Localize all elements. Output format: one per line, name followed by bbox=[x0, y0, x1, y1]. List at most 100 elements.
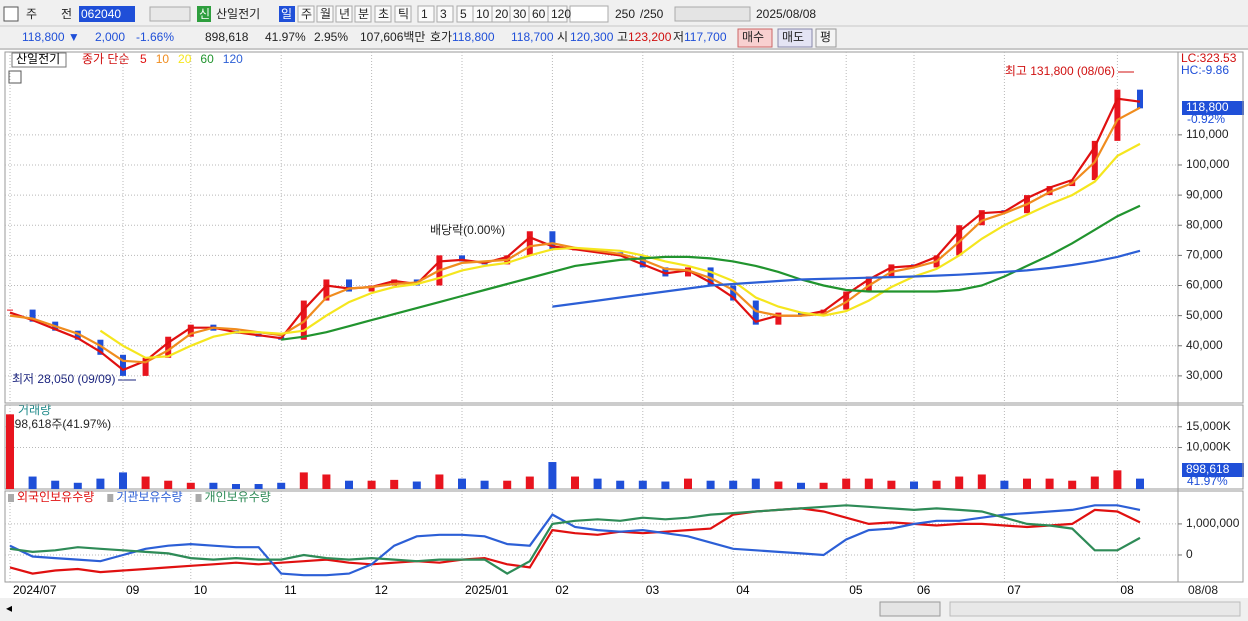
x-tick-label: 12 bbox=[375, 583, 389, 597]
candle bbox=[97, 339, 104, 355]
candle bbox=[120, 354, 126, 376]
series-line bbox=[9, 504, 1141, 577]
buy-button[interactable] bbox=[737, 28, 773, 48]
quote-item[interactable]: 매도 bbox=[782, 30, 804, 44]
panel-border bbox=[4, 490, 1244, 583]
toolbar-item[interactable]: 년 bbox=[339, 7, 350, 21]
volume-bar bbox=[390, 479, 399, 489]
lc-label: LC:323.53 bbox=[1181, 51, 1237, 65]
toolbar-item[interactable]: 3 bbox=[440, 7, 447, 21]
quote-item: 898,618 bbox=[205, 30, 249, 44]
sell-button[interactable] bbox=[777, 28, 813, 48]
volume-tag: 898,618 bbox=[1186, 462, 1230, 476]
volume-bar bbox=[412, 481, 421, 489]
candle bbox=[685, 267, 691, 277]
legend-entry: 60 bbox=[200, 52, 214, 66]
toolbar-button[interactable] bbox=[335, 5, 353, 23]
candle bbox=[978, 210, 985, 226]
panel-icon[interactable] bbox=[8, 70, 22, 84]
toolbar-item[interactable]: 250 bbox=[615, 7, 635, 21]
volume-bar bbox=[435, 474, 444, 489]
candle bbox=[1137, 89, 1143, 109]
toolbar-item[interactable]: 60 bbox=[532, 7, 546, 21]
candle bbox=[707, 267, 714, 286]
x-tick-label: 10 bbox=[194, 583, 208, 597]
tool-icons[interactable] bbox=[674, 6, 751, 22]
candle bbox=[549, 231, 556, 250]
toolbar-item[interactable]: 분 bbox=[358, 7, 369, 21]
toolbar-item[interactable]: 초 bbox=[378, 7, 389, 21]
toolbar-button[interactable] bbox=[436, 5, 454, 23]
legend-entry: 외국인보유수량 bbox=[17, 490, 94, 504]
toolbar-item[interactable]: 전 bbox=[61, 7, 72, 21]
x-tick-label: 02 bbox=[555, 583, 569, 597]
volume-bar bbox=[593, 478, 602, 489]
volume-bar bbox=[1090, 476, 1099, 489]
toolbar-item[interactable]: 20 bbox=[495, 7, 509, 21]
candle bbox=[865, 276, 872, 292]
toolbar-highlight bbox=[279, 6, 295, 22]
dropdown[interactable] bbox=[569, 5, 609, 23]
volume-bar bbox=[1000, 480, 1009, 489]
toolbar-item[interactable]: 주 bbox=[301, 7, 312, 21]
toolbar-item[interactable]: 틱 bbox=[398, 7, 409, 21]
volume-bar bbox=[209, 482, 218, 489]
quote-item: 118,800 ▼ bbox=[22, 30, 80, 44]
toolbar-item[interactable]: 2025/08/08 bbox=[756, 7, 816, 21]
volume-bar bbox=[277, 482, 286, 489]
volume-bar bbox=[367, 480, 376, 489]
avg-button[interactable] bbox=[815, 28, 837, 48]
volume-bar bbox=[480, 480, 489, 489]
toolbar-button[interactable] bbox=[374, 5, 392, 23]
candle bbox=[639, 255, 646, 268]
volume-bar bbox=[164, 480, 173, 489]
toolbar-button[interactable] bbox=[297, 5, 315, 23]
series-line bbox=[552, 249, 1141, 308]
toolbar-item[interactable]: 주 bbox=[26, 7, 37, 21]
quote-item: 호가 bbox=[430, 30, 452, 44]
toolbar-item[interactable]: 120 bbox=[551, 7, 571, 21]
candle bbox=[1114, 89, 1121, 141]
toolbar-button[interactable] bbox=[394, 5, 412, 23]
scroll-controls[interactable] bbox=[879, 601, 941, 617]
toolbar-item[interactable]: 30 bbox=[513, 7, 527, 21]
toolbar-item[interactable]: 1 bbox=[421, 7, 428, 21]
quote-item: 107,606백만 bbox=[360, 30, 425, 44]
toolbar-item[interactable]: 10 bbox=[476, 7, 490, 21]
zoom-controls[interactable] bbox=[949, 601, 1241, 617]
volume-bar bbox=[955, 476, 964, 489]
toolbar-item[interactable]: /250 bbox=[640, 7, 664, 21]
toolbar-item[interactable]: 월 bbox=[320, 7, 331, 21]
toolbar-button[interactable] bbox=[417, 5, 435, 23]
y-tick-label: 100,000 bbox=[1186, 157, 1230, 171]
toolbar-item[interactable]: 일 bbox=[281, 7, 292, 21]
volume-bar bbox=[751, 478, 760, 489]
scroll-left[interactable]: ◂ bbox=[6, 601, 12, 615]
y-tick-label: 90,000 bbox=[1186, 187, 1223, 201]
toolbar-item[interactable]: 산일전기 bbox=[216, 7, 260, 21]
toolbar-button[interactable] bbox=[316, 5, 334, 23]
volume-tag-box bbox=[1182, 463, 1244, 477]
quote-item[interactable]: 평 bbox=[820, 30, 831, 44]
volume-bar bbox=[638, 480, 647, 489]
price-tag: 118,800 bbox=[1186, 100, 1229, 114]
volume-bar bbox=[774, 481, 783, 489]
quote-item: 시 bbox=[557, 30, 568, 44]
search-icons[interactable] bbox=[149, 6, 191, 22]
volume-bar bbox=[571, 476, 579, 489]
quote-item: 2.95% bbox=[314, 30, 348, 44]
toolbar-item[interactable]: 062040 bbox=[81, 7, 121, 21]
legend-entry: 20 bbox=[178, 52, 192, 66]
toolbar-item[interactable]: 5 bbox=[460, 7, 467, 21]
series-line bbox=[9, 507, 1141, 575]
quote-item[interactable]: 매수 bbox=[742, 30, 764, 44]
quote-item: 118,700 bbox=[511, 30, 554, 44]
x-tick-label: 2024/07 bbox=[13, 583, 57, 597]
volume-bar bbox=[1023, 478, 1031, 489]
window-icon[interactable] bbox=[3, 6, 19, 22]
volume-bar bbox=[1045, 478, 1054, 489]
toolbar-button[interactable] bbox=[354, 5, 372, 23]
toolbar-item[interactable]: 신 bbox=[199, 7, 210, 21]
toolbar-button[interactable] bbox=[547, 5, 568, 23]
